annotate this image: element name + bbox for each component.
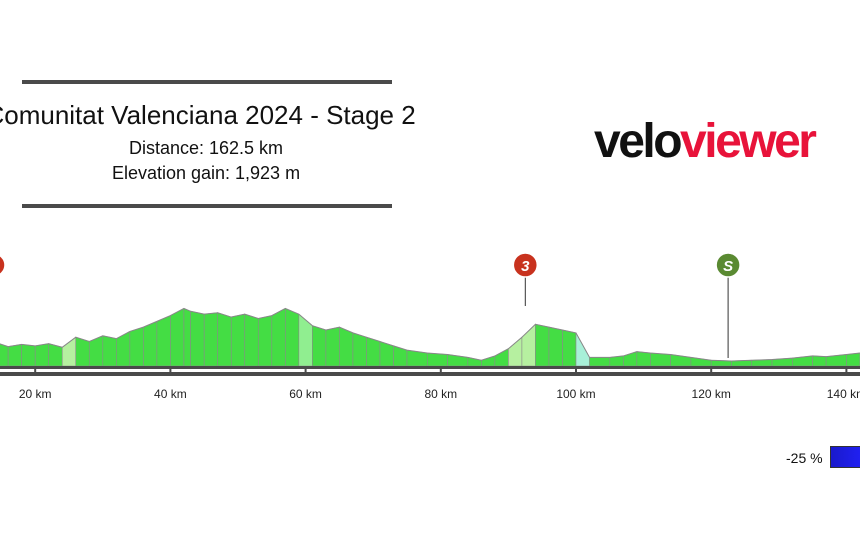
- profile-segment: [156, 315, 171, 367]
- x-tick-labels: 20 km 40 km 60 km 80 km 100 km 120 km 140 km: [19, 387, 860, 401]
- profile-segment: [325, 326, 340, 367]
- profile-segment: [481, 355, 496, 367]
- profile-segment: [102, 335, 117, 367]
- profile-segment: [75, 336, 90, 367]
- x-tick-label: 140 km: [827, 387, 860, 401]
- elevation-gain-stat: Elevation gain: 1,923 m: [111, 163, 301, 183]
- profile-segment: [562, 329, 577, 367]
- profile-segment: [298, 313, 313, 367]
- profile-segment: [285, 307, 300, 367]
- scale-bar-segment: [847, 369, 860, 372]
- page-title: la Comunitat Valenciana 2024 - Stage 2: [0, 100, 416, 130]
- profile-segment: [61, 336, 77, 367]
- profile-segment: [575, 332, 590, 367]
- profile-segment: [244, 313, 259, 367]
- profile-segment: [636, 351, 651, 367]
- profile-segment: [230, 313, 246, 367]
- gradient-legend-label: -25 %: [786, 450, 823, 466]
- profile-segment: [393, 345, 408, 367]
- profile-segment: [7, 344, 22, 367]
- start-marker-partial: [0, 254, 6, 276]
- scale-bar-segment: [306, 369, 440, 372]
- logo-part-velo: velo: [594, 115, 683, 168]
- profile-segment: [116, 330, 131, 367]
- profile-segment: [21, 344, 36, 367]
- profile-segment: [508, 336, 523, 367]
- profile-outline: [0, 307, 860, 362]
- profile-segment: [143, 320, 158, 367]
- logo-part-viewer: viewer: [680, 115, 817, 168]
- profile-segment: [426, 352, 448, 367]
- x-tick-label: 100 km: [556, 387, 595, 401]
- gradient-legend-swatch: [830, 446, 860, 468]
- climb-marker-badge: [715, 252, 741, 278]
- profile-segment: [548, 326, 563, 367]
- profile-segment: [812, 355, 827, 367]
- scale-bar-segment: [577, 369, 711, 372]
- profile-segment: [494, 348, 509, 367]
- header-rule-top: [22, 80, 392, 84]
- profile-segment: [203, 312, 219, 367]
- profile-segment: [271, 307, 286, 367]
- profile-segment: [366, 336, 381, 367]
- scale-bar-segment: [0, 369, 35, 372]
- scale-bar-segment: [171, 369, 305, 372]
- profile-segment: [312, 325, 327, 367]
- profile-segment: [650, 352, 671, 367]
- profile-segment: [339, 326, 354, 367]
- profile-segment: [170, 307, 185, 367]
- distance-scale-bars: [0, 369, 860, 372]
- profile-segment: [129, 326, 144, 367]
- profile-segments: [0, 307, 860, 367]
- scale-bar-segment: [441, 369, 575, 372]
- distance-stat: Distance: 162.5 km: [128, 138, 284, 158]
- profile-segment: [34, 343, 50, 367]
- climb-marker-badge: [512, 252, 539, 278]
- x-tick-label: 80 km: [424, 387, 457, 401]
- profile-segment: [257, 315, 273, 367]
- x-tick-label: 120 km: [692, 387, 731, 401]
- profile-segment: [217, 312, 232, 367]
- profile-segment: [846, 352, 860, 367]
- veloviewer-logo: veloviewer: [594, 115, 817, 168]
- x-tick-label: 40 km: [154, 387, 187, 401]
- profile-segment: [589, 357, 611, 367]
- x-tick-label: 60 km: [289, 387, 322, 401]
- header-rule-bottom: [22, 204, 392, 208]
- profile-segment: [190, 310, 205, 367]
- climb-marker-label: 3: [521, 258, 530, 275]
- scale-bar-segment: [712, 369, 846, 372]
- profile-segment: [183, 307, 191, 367]
- profile-segment: [535, 323, 550, 367]
- scale-bar-segment: [36, 369, 170, 372]
- x-tick-label: 20 km: [19, 387, 52, 401]
- profile-segment: [352, 332, 367, 367]
- climb-marker-label: S: [723, 258, 733, 275]
